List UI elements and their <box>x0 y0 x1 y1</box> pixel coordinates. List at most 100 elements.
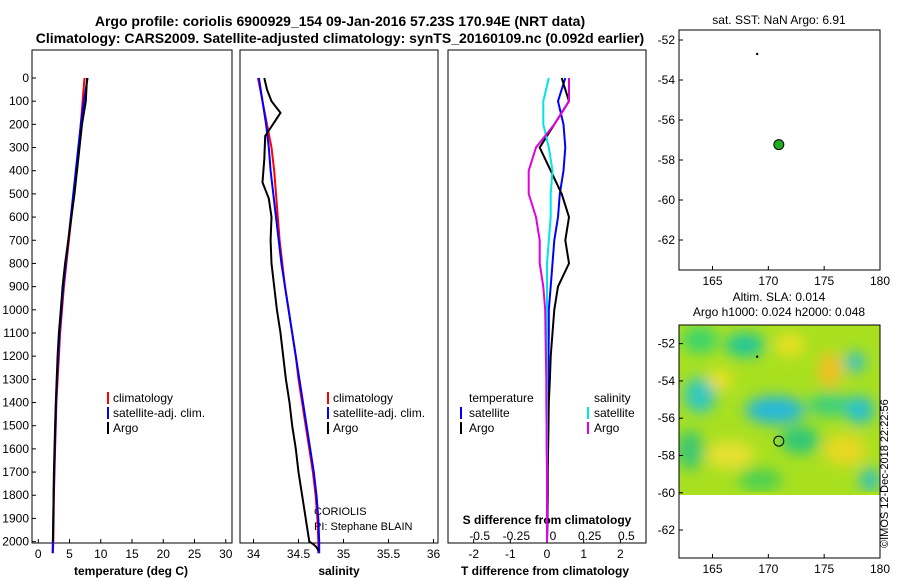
x-tick-label: 0 <box>35 547 42 561</box>
legend-argo: Argo <box>113 421 139 435</box>
x-tick-label: 35.5 <box>377 547 401 561</box>
series-line-argo <box>51 77 88 542</box>
sst-map-x-tick-label: 180 <box>870 274 890 288</box>
sst-map-frame <box>678 29 881 271</box>
depth-tick-label: 300 <box>9 141 29 155</box>
legend-temp-argo: Argo <box>469 421 495 435</box>
x-tick-label: 1 <box>580 547 587 561</box>
x-tick-label-salinity: 0 <box>550 529 557 543</box>
x-tick-label: 10 <box>94 547 108 561</box>
x-tick-label-salinity: -0.5 <box>469 529 490 543</box>
x-tick-label: 34 <box>247 547 261 561</box>
legend-sal-argo: Argo <box>594 421 620 435</box>
sst-map-x-tick-label: 175 <box>814 274 834 288</box>
legend-climatology: climatology <box>113 391 173 405</box>
legend-sal-satellite: satellite <box>594 406 635 420</box>
sst-map-y-tick-label: -52 <box>658 33 676 47</box>
sla-map-x-tick-label: 165 <box>702 562 722 576</box>
legend-temp-satellite: satellite <box>469 406 510 420</box>
depth-tick-label: 800 <box>9 256 29 270</box>
sst-map-y-tick-label: -60 <box>658 193 676 207</box>
difference-legend: temperature satellite Argo salinity sate… <box>460 391 635 435</box>
sla-map-frame <box>678 324 881 559</box>
legend-temperature-heading: temperature <box>469 391 534 405</box>
credit-pi: PI: Stephane BLAIN <box>314 521 413 533</box>
sla-map-x-tick-label: 175 <box>814 562 834 576</box>
series-line-satellite-adj-clim- <box>257 77 321 554</box>
x-tick-label-salinity: 0.5 <box>618 529 635 543</box>
temperature-xlabel: temperature (deg C) <box>74 564 188 578</box>
series-line-argo <box>527 78 570 542</box>
sst-map-y-tick-label: -62 <box>658 233 676 247</box>
depth-tick-label: 2000 <box>2 535 29 549</box>
sst-map-float-position <box>773 139 785 151</box>
salinity-panel-frame <box>239 49 439 544</box>
x-tick-label: 5 <box>66 547 73 561</box>
figure-title-line2: Climatology: CARS2009. Satellite-adjuste… <box>36 30 644 46</box>
sla-map-y-tick-label: -52 <box>658 337 676 351</box>
x-tick-label: 34.5 <box>287 547 311 561</box>
sla-heatmap <box>679 325 880 495</box>
x-tick-label: 36 <box>427 547 441 561</box>
x-tick-label: -2 <box>468 547 479 561</box>
x-tick-label: -1 <box>505 547 516 561</box>
depth-tick-label: 1300 <box>2 372 29 386</box>
depth-tick-label: 200 <box>9 117 29 131</box>
depth-tick-label: 900 <box>9 280 29 294</box>
sst-map-dot <box>755 52 759 56</box>
sla-map-dot <box>755 355 759 358</box>
legend-argo: Argo <box>333 421 359 435</box>
sst-map-y-tick-label: -58 <box>658 153 676 167</box>
depth-tick-label: 1400 <box>2 396 29 410</box>
difference-xlabel: T difference from climatology <box>461 564 629 578</box>
x-tick-label: 20 <box>157 547 171 561</box>
depth-tick-label: 1200 <box>2 349 29 363</box>
sla-map-title: Altim. SLA: 0.014 <box>733 290 826 304</box>
legend-salinity-heading: salinity <box>594 391 631 405</box>
x-tick-label: 0 <box>544 547 551 561</box>
series-line-climatology <box>257 77 320 554</box>
depth-tick-label: 1600 <box>2 442 29 456</box>
depth-tick-label: 1100 <box>3 326 29 340</box>
sla-map-x-tick-label: 170 <box>758 562 778 576</box>
salinity-legend: climatology satellite-adj. clim. Argo <box>327 391 425 435</box>
sst-map-x-tick-label: 170 <box>758 274 778 288</box>
x-tick-label: 25 <box>188 547 202 561</box>
x-tick-label: 30 <box>219 547 233 561</box>
sla-map-subtitle: Argo h1000: 0.024 h2000: 0.048 <box>693 305 865 319</box>
series-line-satellite-adj-clim- <box>51 77 89 554</box>
depth-tick-label: 1700 <box>2 465 29 479</box>
legend-climatology: climatology <box>333 391 393 405</box>
chart-marks: 0100200300400500600700800900100011001200… <box>2 33 890 576</box>
depth-tick-label: 1900 <box>2 511 29 525</box>
x-tick-label: 35 <box>337 547 351 561</box>
x-tick-label: 2 <box>617 547 624 561</box>
sla-map-x-tick-label: 180 <box>870 562 890 576</box>
temperature-legend: climatology satellite-adj. clim. Argo <box>107 391 205 435</box>
figure-title-line1: Argo profile: coriolis 6900929_154 09-Ja… <box>95 13 585 29</box>
legend-satellite: satellite-adj. clim. <box>113 406 205 420</box>
legend-satellite: satellite-adj. clim. <box>333 406 425 420</box>
depth-tick-label: 1500 <box>2 419 29 433</box>
sla-map-float-position <box>773 435 785 447</box>
series-line-argo <box>261 77 320 552</box>
x-tick-label-salinity: -0.25 <box>503 529 531 543</box>
x-tick-label: 15 <box>125 547 139 561</box>
sla-map-y-tick-label: -62 <box>658 523 676 537</box>
sla-map-y-tick-label: -60 <box>658 486 676 500</box>
depth-tick-label: 1800 <box>2 488 29 502</box>
sst-map-x-tick-label: 165 <box>702 274 722 288</box>
sla-map-y-tick-label: -54 <box>658 374 676 388</box>
sla-map-y-tick-label: -56 <box>658 411 676 425</box>
sst-map-title: sat. SST: NaN Argo: 6.91 <box>712 13 846 27</box>
x-tick-label-salinity: 0.25 <box>578 529 602 543</box>
depth-tick-label: 1000 <box>2 303 29 317</box>
sst-map-y-tick-label: -56 <box>658 113 676 127</box>
salinity-xlabel: salinity <box>318 564 360 578</box>
sst-map-y-tick-label: -54 <box>658 73 676 87</box>
imos-watermark: ©IMOS 12-Dec-2018 22:22:56 <box>879 399 891 548</box>
credit-org: CORIOLIS <box>314 506 367 518</box>
depth-tick-label: 700 <box>9 233 29 247</box>
